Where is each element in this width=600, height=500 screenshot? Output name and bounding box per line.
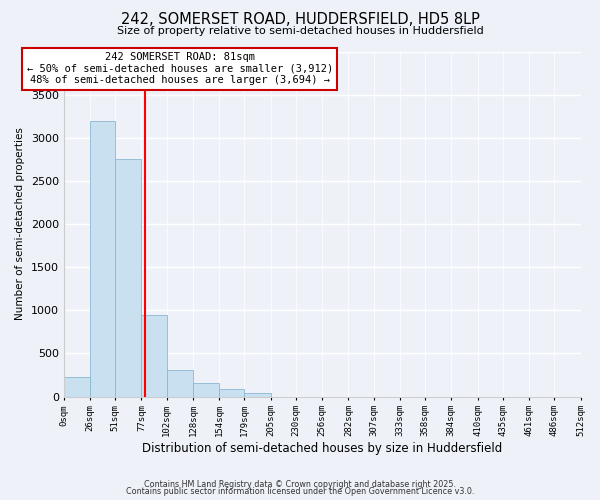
- Text: 242, SOMERSET ROAD, HUDDERSFIELD, HD5 8LP: 242, SOMERSET ROAD, HUDDERSFIELD, HD5 8L…: [121, 12, 479, 28]
- Y-axis label: Number of semi-detached properties: Number of semi-detached properties: [15, 128, 25, 320]
- Text: Contains public sector information licensed under the Open Government Licence v3: Contains public sector information licen…: [126, 488, 474, 496]
- Bar: [193, 383, 219, 396]
- Bar: [115, 160, 142, 396]
- X-axis label: Distribution of semi-detached houses by size in Huddersfield: Distribution of semi-detached houses by …: [142, 442, 502, 455]
- Text: Contains HM Land Registry data © Crown copyright and database right 2025.: Contains HM Land Registry data © Crown c…: [144, 480, 456, 489]
- Text: 242 SOMERSET ROAD: 81sqm
← 50% of semi-detached houses are smaller (3,912)
48% o: 242 SOMERSET ROAD: 81sqm ← 50% of semi-d…: [26, 52, 333, 86]
- Bar: [244, 393, 271, 396]
- Bar: [167, 370, 193, 396]
- Bar: [90, 120, 115, 396]
- Bar: [64, 376, 90, 396]
- Bar: [142, 314, 167, 396]
- Text: Size of property relative to semi-detached houses in Huddersfield: Size of property relative to semi-detach…: [116, 26, 484, 36]
- Bar: [219, 389, 244, 396]
